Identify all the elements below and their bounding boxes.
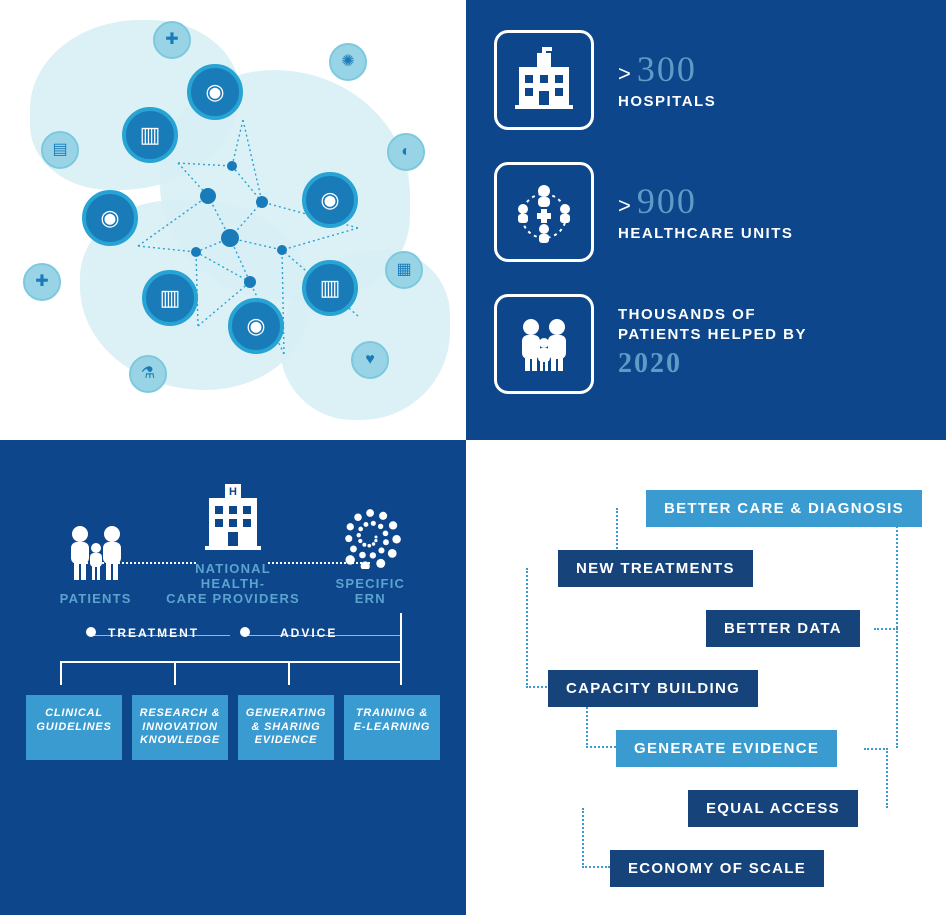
tree-line <box>400 613 402 663</box>
stat-number: >300 <box>618 48 716 90</box>
flow-mid: TREATMENT ADVICE <box>28 617 438 687</box>
tree-line <box>244 635 400 636</box>
flow-patients: PATIENTS <box>28 510 163 607</box>
person-icon: ◉ <box>82 190 138 246</box>
panel-flow: PATIENTS H NATIONAL HEALTH-CARE PROVIDER… <box>0 440 466 915</box>
stat-label: HEALTHCARE UNITS <box>618 224 793 244</box>
panel-network-map: ◉▥◉▥◉◉▥✚✺▤◐✚▦⚗♥ <box>0 0 466 440</box>
tree-line <box>60 661 62 685</box>
stat-number: >900 <box>618 180 793 222</box>
flow-label: SPECIFICERN <box>303 577 438 607</box>
mid-advice: ADVICE <box>280 626 337 640</box>
pill-icon: ◐ <box>387 133 425 171</box>
outcome-pill: ECONOMY OF SCALE <box>610 850 824 887</box>
flow-providers: H NATIONAL HEALTH-CARE PROVIDERS <box>165 480 300 607</box>
tree-line <box>60 661 402 663</box>
microscope-icon: ✺ <box>329 43 367 81</box>
hospital-icon: ▥ <box>142 270 198 326</box>
dotted-connector <box>86 562 196 564</box>
tree-line <box>90 635 230 636</box>
firstaid-icon: ✚ <box>23 263 61 301</box>
outcome-pill: BETTER DATA <box>706 610 860 647</box>
connector-line <box>874 510 898 628</box>
dotted-connector <box>268 562 370 564</box>
flow-boxes: CLINICAL GUIDELINESRESEARCH & INNOVATION… <box>22 695 444 760</box>
flow-box: RESEARCH & INNOVATION KNOWLEDGE <box>132 695 228 760</box>
outcome-pill: GENERATE EVIDENCE <box>616 730 837 767</box>
outcome-pill: CAPACITY BUILDING <box>548 670 758 707</box>
network-dot <box>277 245 287 255</box>
hospital-icon: ▥ <box>122 107 178 163</box>
stat-units: >900 HEALTHCARE UNITS <box>494 162 918 262</box>
network-dot <box>200 188 216 204</box>
connector-line <box>582 808 610 868</box>
flask-icon: ⚗ <box>129 355 167 393</box>
flow-top-row: PATIENTS H NATIONAL HEALTH-CARE PROVIDER… <box>22 470 444 607</box>
flow-ern: SPECIFICERN <box>303 495 438 607</box>
firstaid-icon: ✚ <box>153 21 191 59</box>
panel-stats: >300 HOSPITALS >900 HEALTHCARE UNITS <box>466 0 946 440</box>
outcome-pill: BETTER CARE & DIAGNOSIS <box>646 490 922 527</box>
flow-box: CLINICAL GUIDELINES <box>26 695 122 760</box>
network-dot <box>191 247 201 257</box>
stat-label: THOUSANDS OF PATIENTS HELPED BY 2020 <box>618 305 838 383</box>
network-dot <box>227 161 237 171</box>
flow-label: PATIENTS <box>28 592 163 607</box>
outcome-pill: EQUAL ACCESS <box>688 790 858 827</box>
mid-treatment: TREATMENT <box>108 626 199 640</box>
person-icon: ◉ <box>187 64 243 120</box>
document-icon: ▦ <box>385 251 423 289</box>
ern-icon <box>303 495 438 569</box>
heart-icon: ♥ <box>351 341 389 379</box>
person-icon: ◉ <box>302 172 358 228</box>
units-icon <box>494 162 594 262</box>
network-edges <box>0 0 466 440</box>
connector-line <box>874 628 898 748</box>
stat-label: HOSPITALS <box>618 92 716 112</box>
flow-label: NATIONAL HEALTH-CARE PROVIDERS <box>165 562 300 607</box>
flow-box: TRAINING & E-LEARNING <box>344 695 440 760</box>
tree-line <box>288 661 290 685</box>
tree-line <box>400 661 402 685</box>
stat-hospitals: >300 HOSPITALS <box>494 30 918 130</box>
hospital-icon <box>494 30 594 130</box>
svg-text:H: H <box>229 486 237 498</box>
person-icon: ◉ <box>228 298 284 354</box>
family-icon <box>494 294 594 394</box>
outcome-pill: NEW TREATMENTS <box>558 550 753 587</box>
network-dot <box>244 276 256 288</box>
stat-patients: THOUSANDS OF PATIENTS HELPED BY 2020 <box>494 294 918 394</box>
network-dot <box>221 229 239 247</box>
tree-line <box>174 661 176 685</box>
connector-line <box>864 748 888 808</box>
infographic-grid: ◉▥◉▥◉◉▥✚✺▤◐✚▦⚗♥ > <box>0 0 946 915</box>
hospital-icon: H <box>165 480 300 554</box>
flow-box: GENERATING & SHARING EVIDENCE <box>238 695 334 760</box>
network-dot <box>256 196 268 208</box>
family-icon <box>28 510 163 584</box>
panel-outcomes: BETTER CARE & DIAGNOSIS NEW TREATMENTS BET… <box>466 440 946 915</box>
hospital-icon: ▥ <box>302 260 358 316</box>
clipboard-icon: ▤ <box>41 131 79 169</box>
